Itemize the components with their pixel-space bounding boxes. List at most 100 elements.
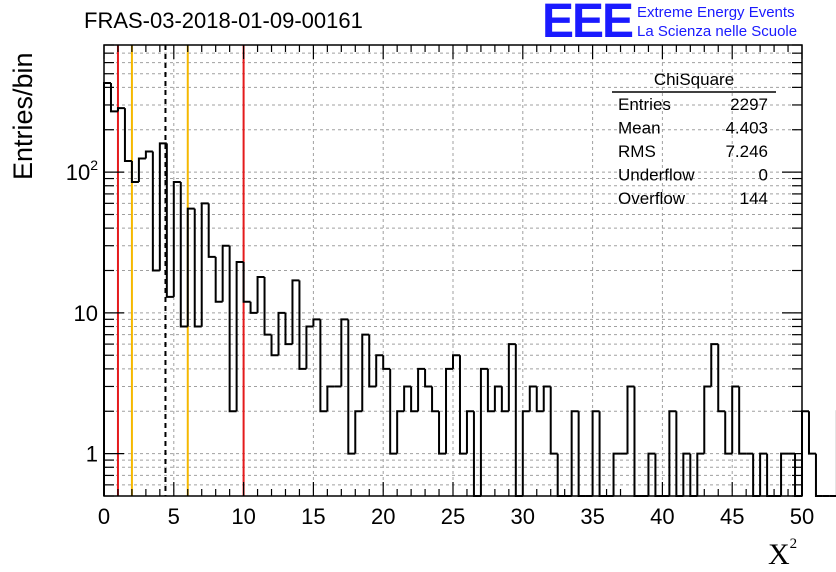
histogram-bin — [130, 160, 139, 184]
histogram-bin — [410, 386, 419, 413]
x-tick-label: 10 — [231, 504, 255, 529]
histogram-bin — [137, 157, 146, 183]
histogram-bin — [326, 385, 335, 412]
y-tick-label-exponent: 2 — [90, 157, 98, 173]
histogram-bin — [277, 311, 286, 356]
x-tick-label: 20 — [371, 504, 395, 529]
histogram-bin — [270, 334, 279, 357]
histogram-bin — [801, 410, 809, 496]
stats-value: 0 — [759, 166, 768, 185]
x-tick-label: 30 — [511, 504, 535, 529]
histogram-bin — [172, 181, 181, 297]
stats-label: Overflow — [618, 189, 686, 208]
stats-value: 144 — [740, 189, 768, 208]
histogram-bin — [242, 261, 251, 303]
histogram-bin — [319, 319, 328, 413]
histogram-bin — [116, 107, 125, 112]
y-tick-label: 10 — [74, 301, 98, 326]
histogram-bin — [249, 301, 258, 314]
histogram-bin — [759, 452, 768, 496]
x-tick-label: 50 — [790, 504, 814, 529]
histogram-bin — [514, 344, 523, 497]
logo-text-line2: La Scienza nelle Scuole — [637, 23, 798, 40]
histogram-bin — [591, 410, 600, 496]
x-tick-label: 35 — [580, 504, 604, 529]
stats-title: ChiSquare — [654, 70, 734, 89]
stats-label: RMS — [618, 142, 656, 161]
histogram-bin — [179, 182, 188, 328]
histogram-bin — [151, 151, 160, 272]
x-tick-label: 25 — [441, 504, 465, 529]
histogram-bin — [535, 386, 544, 413]
histogram-bin — [703, 385, 712, 454]
x-axis-label-sup: 2 — [789, 536, 798, 552]
histogram-bin — [368, 334, 377, 388]
histogram-bin — [228, 245, 237, 413]
histogram-bin — [738, 386, 747, 455]
histogram-bin — [235, 260, 244, 412]
stats-value: 2297 — [730, 95, 768, 114]
histogram-bin — [284, 312, 293, 346]
histogram-bin — [542, 385, 551, 412]
histogram-bin — [193, 208, 202, 328]
histogram-bin — [144, 150, 153, 159]
histogram-bin — [445, 367, 453, 454]
histogram-bin — [682, 452, 691, 496]
histogram-bin — [291, 279, 300, 345]
stats-value: 4.403 — [725, 119, 768, 138]
histogram-bin — [123, 108, 132, 162]
histogram-bin — [438, 411, 447, 455]
histogram-bin — [626, 385, 635, 454]
histogram-bin — [165, 143, 174, 298]
histogram-bin — [633, 386, 642, 497]
y-tick-label: 1 — [86, 442, 98, 467]
x-tick-label: 45 — [720, 504, 744, 529]
chart-title: FRAS-03-2018-01-09-00161 — [84, 8, 363, 33]
histogram-bin — [710, 343, 719, 387]
histogram-bin — [731, 385, 740, 454]
histogram-bin — [403, 385, 412, 412]
histogram-bin — [263, 276, 272, 336]
histogram-bin — [312, 318, 321, 327]
histogram-bin — [549, 386, 558, 455]
histogram-bin — [424, 368, 433, 388]
stats-value: 7.246 — [725, 142, 768, 161]
histogram-bin — [479, 367, 488, 496]
histogram-bin — [340, 318, 349, 387]
logo-text-line1: Extreme Energy Events — [637, 4, 795, 21]
histogram-bin — [668, 410, 677, 496]
histogram-bin — [354, 410, 363, 454]
histogram-bin — [103, 81, 111, 496]
x-tick-label: 0 — [98, 504, 110, 529]
histogram-bin — [465, 410, 474, 454]
histogram-bin — [814, 453, 823, 497]
stats-label: Entries — [618, 95, 671, 114]
x-tick-label: 15 — [301, 504, 325, 529]
x-tick-label: 5 — [168, 504, 180, 529]
histogram-bin — [305, 325, 314, 369]
x-axis-label: X2 — [768, 536, 797, 572]
stats-label: Underflow — [618, 166, 695, 185]
histogram-bin — [521, 410, 530, 496]
histogram-bin — [493, 385, 502, 412]
histogram-bin — [389, 368, 398, 455]
histogram-bin — [186, 207, 195, 327]
histogram-bin — [431, 386, 440, 413]
histogram-bin — [347, 319, 356, 455]
histogram-bin — [109, 82, 118, 113]
histogram-bin — [396, 410, 405, 454]
histogram-bin — [500, 386, 509, 413]
eee-logo: EEE — [542, 0, 634, 48]
histogram-bin — [298, 280, 307, 370]
histogram-bin — [717, 344, 726, 413]
histogram-bin — [256, 275, 265, 313]
histogram-bin — [200, 202, 209, 327]
histogram-bin — [361, 333, 370, 412]
histogram-bin — [458, 355, 467, 455]
x-axis-label-base: X — [768, 538, 790, 571]
histogram-bin — [452, 354, 460, 369]
histogram-bin — [221, 244, 230, 302]
histogram-bin — [375, 354, 384, 387]
